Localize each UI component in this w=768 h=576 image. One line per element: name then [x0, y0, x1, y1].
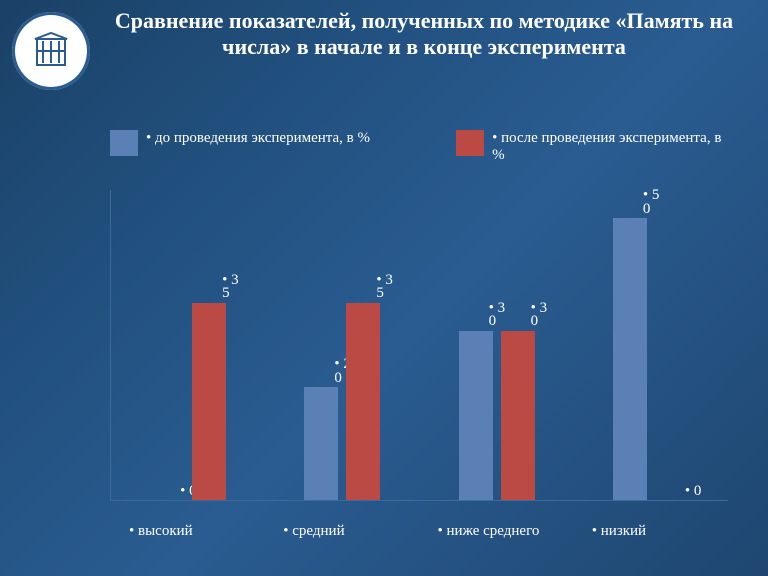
bar	[501, 331, 535, 500]
category-label: низкий	[574, 524, 728, 540]
category-label: высокий	[111, 524, 265, 540]
plot-area: 03 5высокий2 03 5средний3 03 0ниже средн…	[110, 190, 728, 501]
bar	[304, 387, 338, 500]
legend-swatch-before	[110, 130, 138, 156]
bar	[192, 303, 226, 500]
bar-chart: до проведения эксперимента, в % после пр…	[110, 130, 728, 546]
legend-label-before: до проведения эксперимента, в %	[146, 130, 370, 147]
value-label: 0	[685, 485, 702, 499]
bar	[346, 303, 380, 500]
value-label: 3 5	[376, 274, 393, 301]
value-label: 3 0	[531, 302, 548, 329]
legend-swatch-after	[456, 130, 484, 156]
bar-group: 03 5высокий	[111, 190, 265, 500]
legend-label-after: после проведения эксперимента, в %	[492, 130, 728, 165]
category-label: средний	[265, 524, 419, 540]
bar-group: 2 03 5средний	[265, 190, 419, 500]
title-text: Сравнение показателей, полученных по мет…	[115, 8, 733, 59]
value-label: 3 5	[222, 274, 239, 301]
university-logo	[12, 12, 90, 90]
value-label: 5 0	[643, 189, 660, 216]
value-label: 3 0	[489, 302, 506, 329]
bar-group: 3 03 0ниже среднего	[420, 190, 574, 500]
bar-group: 5 00низкий	[574, 190, 728, 500]
legend: до проведения эксперимента, в % после пр…	[110, 130, 728, 180]
page-title: Сравнение показателей, полученных по мет…	[100, 8, 748, 60]
bar	[459, 331, 493, 500]
category-label: ниже среднего	[420, 524, 574, 540]
bar	[613, 218, 647, 500]
